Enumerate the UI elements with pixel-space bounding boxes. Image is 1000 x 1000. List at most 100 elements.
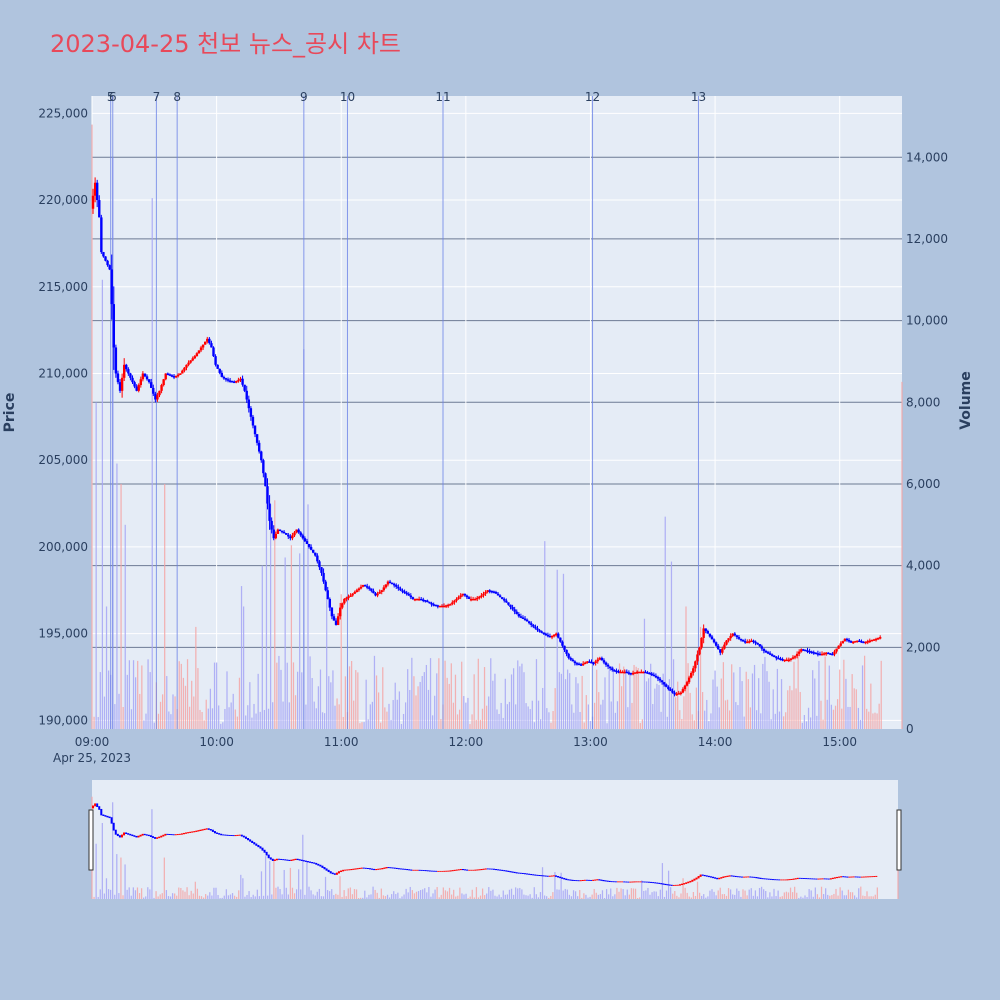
rangeslider-volume-bar [533,887,535,899]
candle-body [623,671,626,674]
rangeslider-volume-bar [616,887,618,899]
candle-body [831,653,834,656]
rangeslider-volume-bar [546,896,548,899]
rangeslider-volume-bar [147,887,149,899]
candle-body [112,304,116,348]
candle-body [206,338,209,342]
rangeslider-volume-bar [244,896,246,899]
candle-body [860,641,863,643]
rangeslider-volume-bar [161,893,163,899]
candle-body [810,651,813,654]
candle-body [114,347,118,374]
candle-body [426,600,429,603]
candle-body [490,590,494,593]
rangeslider-volume-bar [300,889,302,899]
candle-body [370,588,373,591]
candle-body [241,378,244,385]
rangeslider-volume-bar [562,890,564,899]
rangeslider-volume-bar [99,889,101,899]
volume-bar [105,606,108,729]
volume-bar [537,700,540,729]
volume-bar [338,704,340,729]
candle-body [791,657,795,659]
rangeslider-area [92,780,898,899]
rangeslider-volume-bar [376,892,378,899]
volume-bar [870,683,872,729]
volume-bar [188,706,191,729]
rangeslider-volume-bar [479,895,482,899]
volume-bar [371,701,374,729]
volume-bar [382,667,384,729]
volume-bar [849,706,851,729]
candle-body [804,649,807,652]
candle-body [336,616,340,625]
volume-bar [843,659,845,729]
candle-body [546,634,550,637]
candle-body [824,652,828,655]
rangeslider-volume-bar [632,888,635,899]
volume-bar [245,715,247,729]
volume-bar [369,704,371,729]
rangeslider-volume-bar [107,889,110,899]
rangeslider-volume-bar [568,894,571,899]
volume-bar [398,691,401,729]
candle-body [698,647,701,655]
volume-bar [560,673,563,729]
candle-body [363,585,367,587]
rangeslider-volume-bar [246,894,248,899]
volume-bar [749,707,752,729]
volume-bar [257,673,259,729]
rangeslider-volume-bar [870,896,872,899]
candle-body [158,390,161,396]
rangeslider-volume-bar [364,890,366,899]
candle-body [195,353,199,357]
rangeslider-volume-bar [595,892,597,899]
candle-body [754,641,757,644]
time-tick-label: 12:00 [449,735,484,749]
volume-tick-label: 12,000 [906,232,948,246]
rangeslider-volume-bar [306,860,308,899]
volume-bar [577,683,579,729]
candle-body [307,544,311,547]
candle-body [349,595,352,597]
candle-body [382,587,386,591]
candle-body [257,442,261,452]
rangeslider-volume-bar [283,869,285,899]
rangeslider-volume-bar [556,889,558,899]
volume-bar [199,709,201,729]
rangeslider-volume-bar [264,856,267,899]
candle-body [353,591,356,594]
candle-body [365,586,369,588]
rangeslider-volume-bar [628,894,630,899]
volume-bar [471,714,473,729]
candle-body [631,672,635,675]
rangeslider-volume-bar [461,893,463,899]
rangeslider-volume-bar [597,894,599,899]
rangeslider-volume-bar [155,891,157,899]
volume-bar [558,672,560,729]
rangeslider-volume-bar [560,872,562,899]
candle-body [781,659,784,661]
volume-bar [564,679,567,729]
rangeslider-volume-bar [229,894,232,899]
volume-bar [230,702,232,729]
candle-body [646,672,649,674]
volume-bar [253,703,255,729]
volume-bar [535,659,538,729]
volume-bar [132,660,135,729]
candle-body [492,591,496,593]
candle-body [750,640,753,643]
candle-body [102,252,105,257]
rangeslider-volume-bar [207,895,209,899]
candle-body [482,593,485,596]
rangeslider-volume-bar [459,887,461,899]
candle-body [453,600,456,603]
candle-body [548,635,552,638]
rangeslider-volume-bar [703,894,705,899]
volume-bar [712,679,714,729]
candle-body [457,597,460,599]
volume-bar [735,702,737,729]
volume-bar [236,716,239,729]
candle-body [662,682,666,685]
